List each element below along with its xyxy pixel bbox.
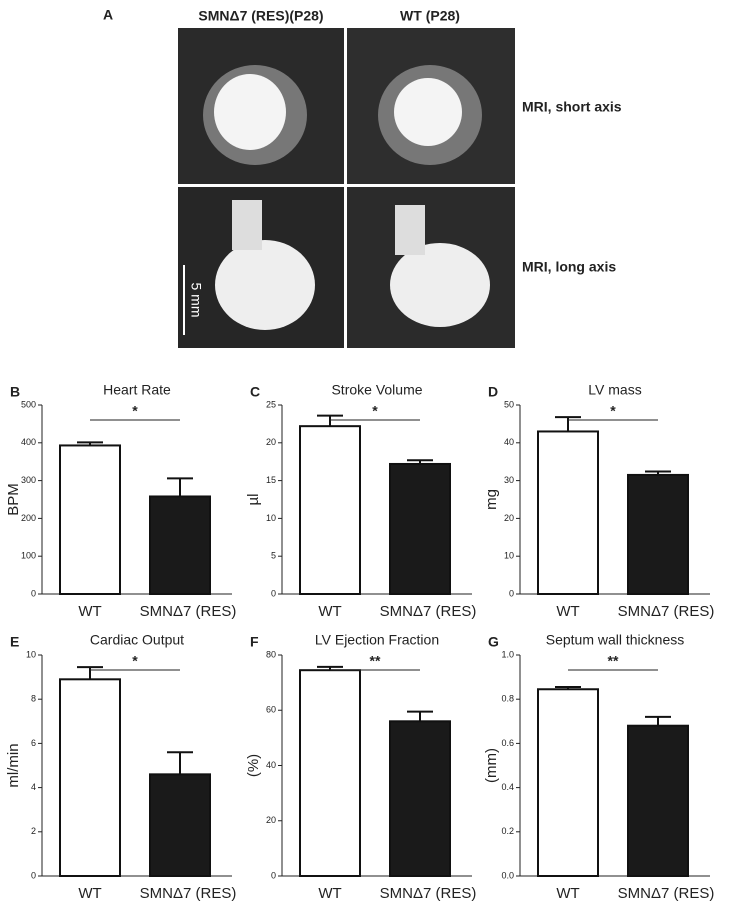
y-tick-label: 10 [266,513,276,523]
y-tick-label: 0 [31,870,36,880]
y-tick-label: 0 [31,588,36,598]
y-tick-label: 0 [509,588,514,598]
ventricle [394,78,462,146]
significance: * [610,403,616,419]
ventricle [214,74,286,150]
y-tick-label: 20 [504,513,514,523]
column-label: WT (P28) [400,8,460,24]
aorta [395,205,425,255]
y-axis-label: BPM [5,483,22,516]
x-tick-label: WT [318,885,341,902]
y-tick-label: 0 [271,588,276,598]
panel-label: E [10,634,19,650]
y-axis-label: (%) [245,754,262,777]
y-tick-label: 40 [266,760,276,770]
y-tick-label: 300 [21,475,36,485]
panel-label: G [488,634,499,650]
y-tick-label: 0.2 [501,826,514,836]
row-label: MRI, short axis [522,99,622,115]
y-tick-label: 500 [21,399,36,409]
heart [215,240,315,330]
y-tick-label: 100 [21,551,36,561]
x-tick-label: SMNΔ7 (RES) [140,885,237,902]
chart-title: Heart Rate [103,382,171,398]
y-tick-label: 6 [31,738,36,748]
y-tick-label: 4 [31,782,36,792]
y-tick-label: 0.6 [501,738,514,748]
x-tick-label: SMNΔ7 (RES) [618,603,715,620]
y-tick-label: 1.0 [501,649,514,659]
x-tick-label: WT [556,885,579,902]
x-tick-label: WT [318,603,341,620]
y-tick-label: 30 [504,475,514,485]
significance: * [372,403,378,419]
heart [390,243,490,327]
bar [627,724,689,877]
y-axis-label: ml/min [5,743,22,787]
panel-label: A [103,7,113,23]
y-tick-label: 20 [266,437,276,447]
chart-title: LV Ejection Fraction [315,632,439,648]
y-axis-label: (mm) [483,748,500,783]
chart-title: Cardiac Output [90,632,184,648]
y-tick-label: 20 [266,815,276,825]
bar [389,462,451,595]
y-axis-label: µl [245,494,262,506]
bar [149,495,211,596]
panel-label: D [488,384,498,400]
y-tick-label: 15 [266,475,276,485]
chart-title: LV mass [588,382,641,398]
y-tick-label: 10 [504,551,514,561]
panel-label: C [250,384,260,400]
y-tick-label: 200 [21,513,36,523]
bar [59,444,121,596]
bar [299,425,361,595]
panel-label: B [10,384,20,400]
x-tick-label: SMNΔ7 (RES) [140,603,237,620]
x-tick-label: WT [556,603,579,620]
significance: ** [370,653,381,669]
y-tick-label: 40 [504,437,514,447]
y-tick-label: 60 [266,705,276,715]
y-tick-label: 8 [31,694,36,704]
aorta [232,200,262,250]
column-label: SMNΔ7 (RES)(P28) [198,8,323,24]
y-tick-label: 50 [504,399,514,409]
y-tick-label: 25 [266,399,276,409]
bar [149,773,211,878]
panel-label: F [250,634,259,650]
significance: ** [608,653,619,669]
y-tick-label: 0.4 [501,782,514,792]
y-tick-label: 80 [266,649,276,659]
bar [627,473,689,595]
bar [537,688,599,877]
y-tick-label: 0.0 [501,870,514,880]
significance: * [132,403,138,419]
row-label: MRI, long axis [522,259,616,275]
y-tick-label: 0.8 [501,694,514,704]
y-tick-label: 10 [26,649,36,659]
bar [59,678,121,877]
x-tick-label: WT [78,603,101,620]
bar [389,720,451,877]
x-tick-label: SMNΔ7 (RES) [380,603,477,620]
chart-title: Stroke Volume [331,382,422,398]
y-tick-label: 5 [271,551,276,561]
y-tick-label: 0 [271,870,276,880]
x-tick-label: WT [78,885,101,902]
chart-title: Septum wall thickness [546,632,685,648]
x-tick-label: SMNΔ7 (RES) [618,885,715,902]
x-tick-label: SMNΔ7 (RES) [380,885,477,902]
scale-label: 5 mm [188,283,204,318]
bar [299,669,361,877]
y-tick-label: 2 [31,826,36,836]
y-axis-label: mg [483,489,500,510]
bar [537,430,599,595]
significance: * [132,653,138,669]
y-tick-label: 400 [21,437,36,447]
